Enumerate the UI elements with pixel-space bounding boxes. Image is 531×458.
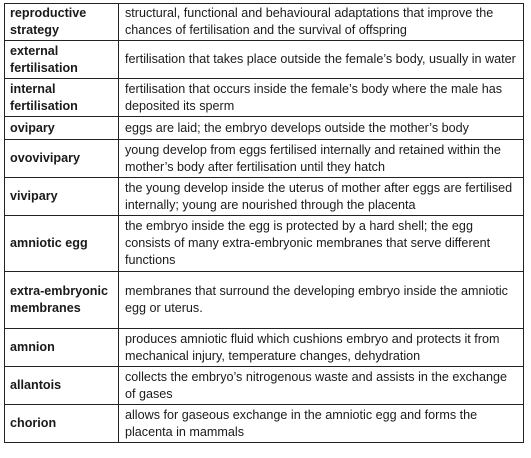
term-cell: amnion	[4, 328, 119, 367]
definition-cell: produces amniotic fluid which cushions e…	[118, 328, 524, 367]
term-cell: ovovivipary	[4, 139, 119, 178]
definition-cell: fertilisation that occurs inside the fem…	[118, 78, 524, 117]
definition-cell: young develop from eggs fertilised inter…	[118, 139, 524, 178]
table-row: amniotic egg the embryo inside the egg i…	[4, 215, 524, 272]
term-cell: ovipary	[4, 116, 119, 140]
table-row: internal fertilisation fertilisation tha…	[4, 78, 524, 117]
definition-cell: the embryo inside the egg is protected b…	[118, 215, 524, 272]
definition-cell: the young develop inside the uterus of m…	[118, 177, 524, 216]
table-row: allantois collects the embryo’s nitrogen…	[4, 366, 524, 405]
term-cell: amniotic egg	[4, 215, 119, 272]
glossary-table: reproductive strategy structural, functi…	[4, 3, 524, 443]
table-row: amnion produces amniotic fluid which cus…	[4, 328, 524, 367]
definition-cell: eggs are laid; the embryo develops outsi…	[118, 116, 524, 140]
definition-cell: structural, functional and behavioural a…	[118, 3, 524, 41]
term-cell: extra-embryonic membranes	[4, 271, 119, 329]
definition-cell: collects the embryo’s nitrogenous waste …	[118, 366, 524, 405]
term-cell: external fertilisation	[4, 40, 119, 79]
term-cell: allantois	[4, 366, 119, 405]
table-row: reproductive strategy structural, functi…	[4, 3, 524, 41]
table-row: ovipary eggs are laid; the embryo develo…	[4, 116, 524, 140]
definition-cell: membranes that surround the developing e…	[118, 271, 524, 329]
table-row: chorion allows for gaseous exchange in t…	[4, 404, 524, 443]
table-row: vivipary the young develop inside the ut…	[4, 177, 524, 216]
term-cell: reproductive strategy	[4, 3, 119, 41]
term-cell: chorion	[4, 404, 119, 443]
definition-cell: allows for gaseous exchange in the amnio…	[118, 404, 524, 443]
table-row: external fertilisation fertilisation tha…	[4, 40, 524, 79]
term-cell: internal fertilisation	[4, 78, 119, 117]
table-row: extra-embryonic membranes membranes that…	[4, 271, 524, 329]
definition-cell: fertilisation that takes place outside t…	[118, 40, 524, 79]
table-row: ovovivipary young develop from eggs fert…	[4, 139, 524, 178]
term-cell: vivipary	[4, 177, 119, 216]
